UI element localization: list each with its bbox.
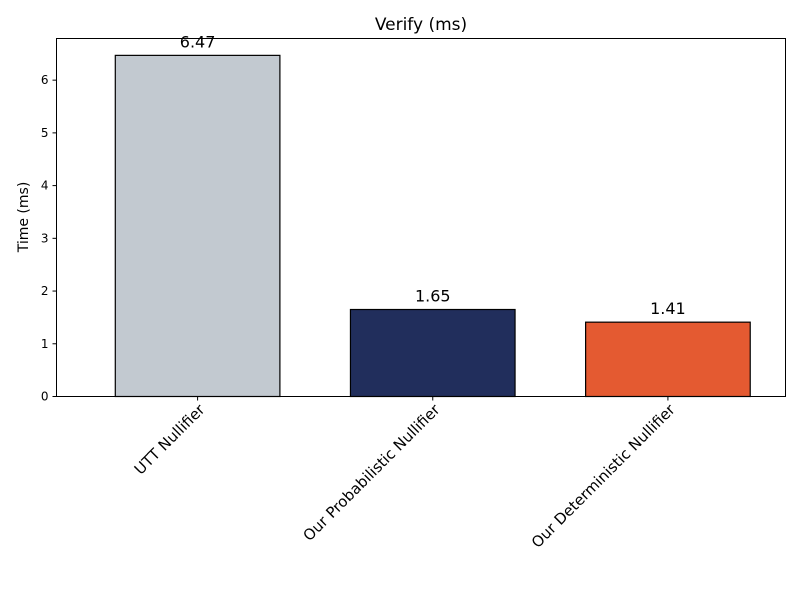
bar-value-label: 1.65: [415, 287, 451, 306]
y-tick-label: 4: [41, 179, 49, 193]
y-tick-label: 1: [41, 337, 49, 351]
bar: [585, 321, 751, 398]
bars: [114, 54, 751, 398]
plot-frame: [56, 38, 786, 397]
bar: [114, 54, 281, 398]
y-axis-ticks: 0 1 2 3 4 5 6: [41, 73, 57, 404]
y-tick-label: 3: [41, 231, 49, 245]
x-category-label: UTT Nullifier: [131, 400, 209, 478]
bar: [349, 308, 516, 398]
y-axis-label: Time (ms): [16, 182, 32, 254]
y-tick-label: 5: [41, 126, 49, 140]
y-tick-label: 2: [41, 284, 49, 298]
x-category-label: Our Probabilistic Nullifier: [300, 400, 445, 545]
y-tick-label: 0: [41, 390, 49, 404]
bar-value-label: 6.47: [180, 32, 216, 51]
x-category-label: Our Deterministic Nullifier: [528, 400, 680, 552]
chart-title: Verify (ms): [375, 15, 467, 35]
bar-value-label: 1.41: [650, 299, 686, 318]
x-axis-ticks: UTT Nullifier Our Probabilistic Nullifier…: [131, 396, 680, 552]
y-tick-label: 6: [41, 73, 49, 87]
data-labels: 6.47 1.65 1.41: [180, 32, 686, 318]
